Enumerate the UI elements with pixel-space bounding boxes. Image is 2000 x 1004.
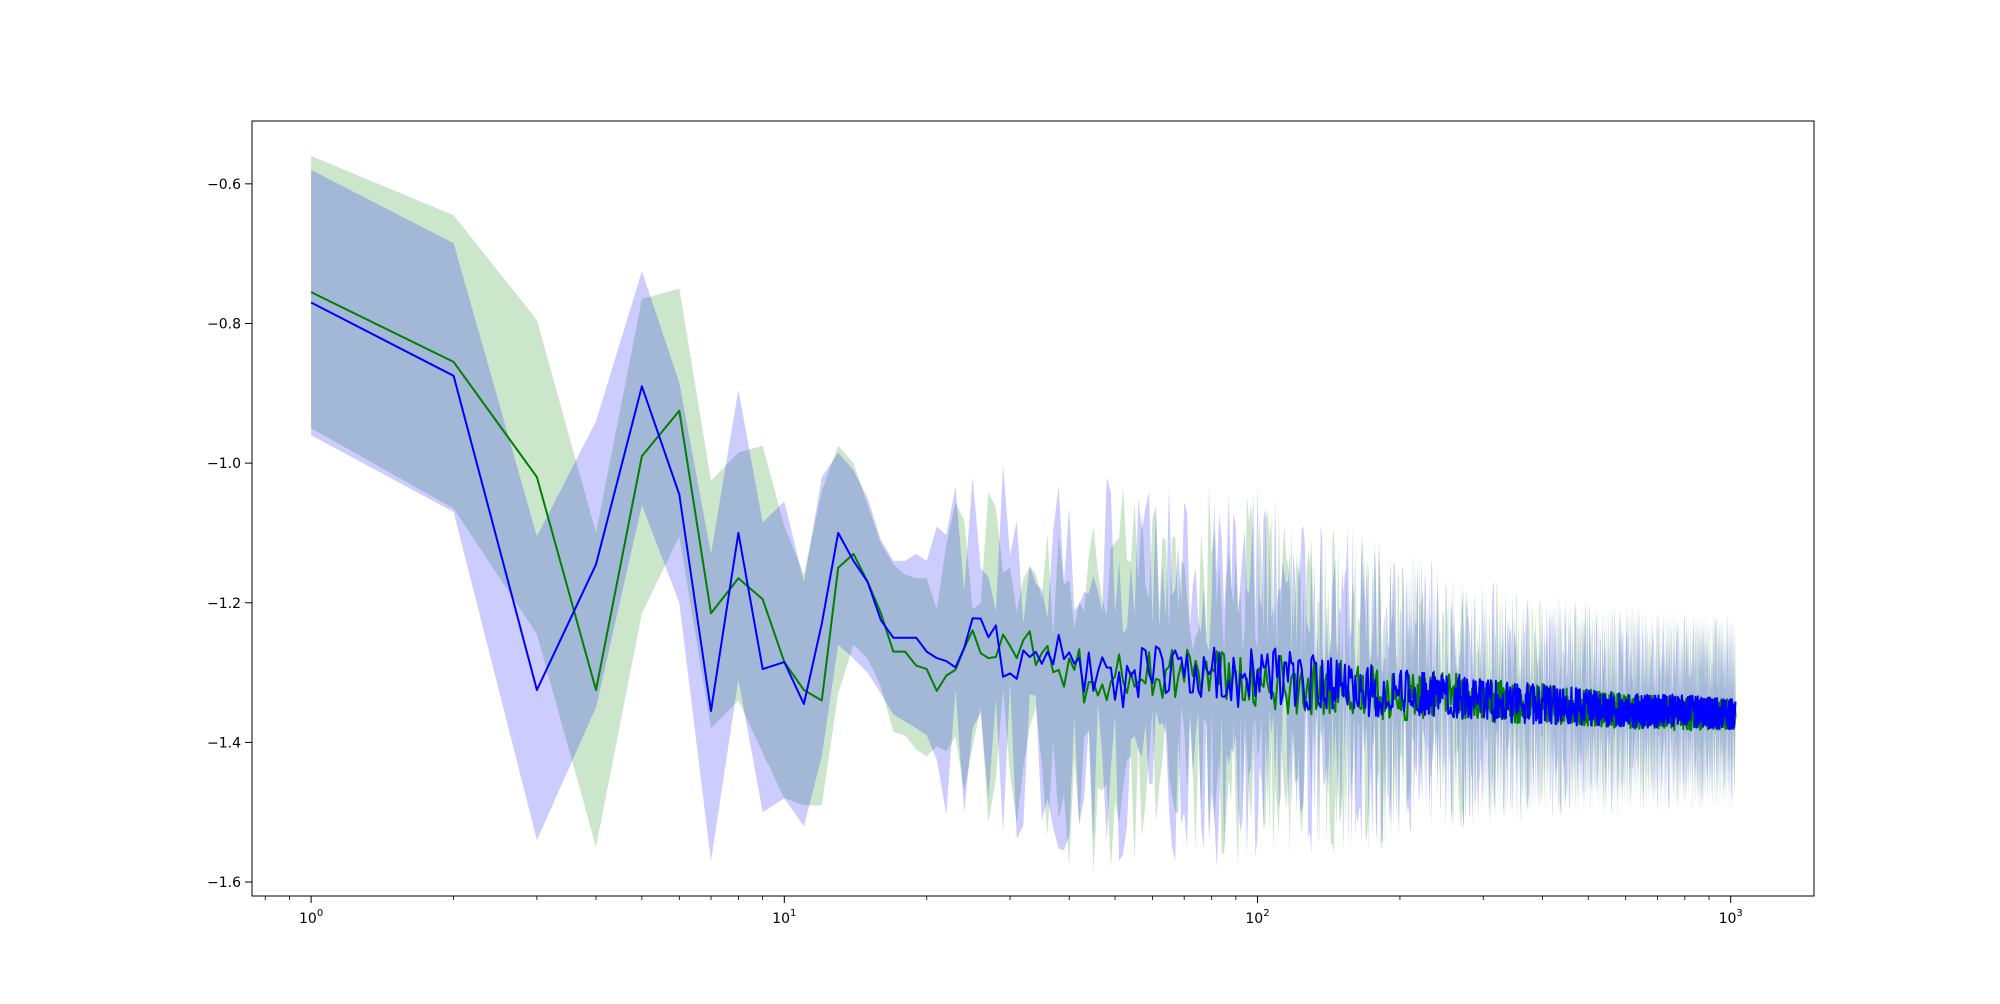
y-tick-label: −0.8 (207, 316, 241, 332)
series-2-line (310, 301, 1737, 730)
y-tick-label: −0.6 (207, 177, 241, 193)
y-tick-label: −1.0 (207, 456, 241, 472)
y-tick-label: −1.2 (207, 596, 241, 612)
confidence-bands (311, 155, 1736, 873)
y-tick-label: −1.4 (207, 735, 241, 751)
y-axis: −0.6 −0.8 −1.0 −1.2 −1.4 −1.6 (207, 177, 252, 891)
x-tick-label: 103 (1719, 908, 1743, 927)
series-lines (310, 291, 1737, 732)
plot-area-frame (251, 120, 1815, 897)
series-1-band (311, 155, 1736, 873)
y-tick-label: −1.6 (207, 875, 241, 891)
x-tick-label: 100 (299, 908, 323, 927)
x-tick-label: 102 (1245, 908, 1269, 927)
x-axis: 100 101 102 103 (264, 896, 1743, 927)
series-2-band (311, 169, 1736, 869)
x-tick-label: 101 (772, 908, 796, 927)
